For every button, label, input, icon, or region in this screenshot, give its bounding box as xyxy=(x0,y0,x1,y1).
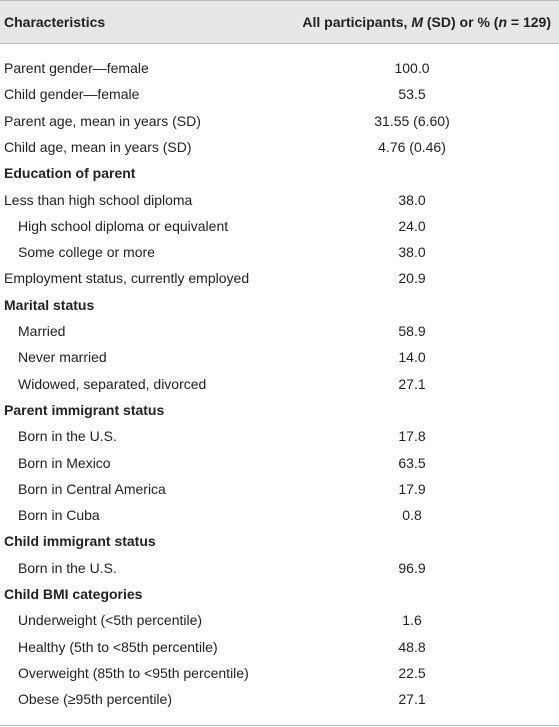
section-label: Marital status xyxy=(4,296,95,313)
row-label: Child age, mean in years (SD) xyxy=(4,138,192,155)
row-value: 17.8 xyxy=(398,428,426,445)
row-label: Married xyxy=(18,323,66,339)
header-label: Characteristics xyxy=(4,14,106,30)
row-label: Employment status, currently employed xyxy=(4,270,250,287)
section-label: Child BMI categories xyxy=(4,586,143,602)
row-label: Parent age, mean in years (SD) xyxy=(4,112,201,129)
row-label: Underweight (<5th percentile) xyxy=(18,612,203,629)
row-value: 96.9 xyxy=(398,559,426,576)
row-value: 24.0 xyxy=(398,217,426,234)
header-part: = 129) xyxy=(507,14,551,30)
row-label: Born in the U.S. xyxy=(18,428,117,445)
row-value: 17.9 xyxy=(398,480,426,497)
table-header: Characteristics All participants, M (SD)… xyxy=(0,0,559,44)
header-value: All participants, M (SD) or % (n = 129) xyxy=(302,12,551,32)
row-value: 38.0 xyxy=(398,191,426,208)
row-value: 27.1 xyxy=(398,375,426,392)
row-value: 1.6 xyxy=(402,612,422,629)
row-value: 4.76 (0.46) xyxy=(378,138,446,155)
row-label: Overweight (85th to <95th percentile) xyxy=(18,664,249,681)
row-value: 27.1 xyxy=(398,691,426,708)
section-label: Education of parent xyxy=(4,165,136,182)
row-label: Born in the U.S. xyxy=(18,559,117,576)
row-value: 20.9 xyxy=(398,270,426,287)
row-value: 38.0 xyxy=(398,244,426,261)
row-value: 22.5 xyxy=(398,664,426,681)
row-value: 63.5 xyxy=(398,454,426,471)
row-value: 14.0 xyxy=(398,349,426,366)
row-label: Born in Central America xyxy=(18,480,166,497)
section-label: Parent immigrant status xyxy=(4,401,165,418)
row-value: 53.5 xyxy=(398,86,426,103)
section-label: Child immigrant status xyxy=(4,533,156,550)
header-part: (SD) or % ( xyxy=(423,14,499,30)
row-label: Parent gender—female xyxy=(4,60,149,76)
row-value: 48.8 xyxy=(398,638,426,655)
row-label: Healthy (5th to <85th percentile) xyxy=(18,638,218,655)
header-part: M xyxy=(411,14,423,30)
row-label: Child gender—female xyxy=(4,86,140,103)
row-value: 100.0 xyxy=(394,60,430,76)
row-value: 58.9 xyxy=(398,323,426,339)
bottom-rule xyxy=(0,725,559,726)
header-part: All participants, xyxy=(302,14,412,30)
header-part: n xyxy=(498,14,508,30)
row-label: High school diploma or equivalent xyxy=(18,217,229,234)
row-value: 31.55 (6.60) xyxy=(374,112,450,129)
row-value: 0.8 xyxy=(402,507,422,524)
row-label: Obese (≥95th percentile) xyxy=(18,691,172,708)
row-label: Some college or more xyxy=(18,244,155,261)
row-label: Less than high school diploma xyxy=(4,191,193,208)
row-label: Born in Cuba xyxy=(18,507,100,524)
row-label: Born in Mexico xyxy=(18,454,111,471)
row-label: Widowed, separated, divorced xyxy=(18,375,207,392)
row-label: Never married xyxy=(18,349,107,366)
